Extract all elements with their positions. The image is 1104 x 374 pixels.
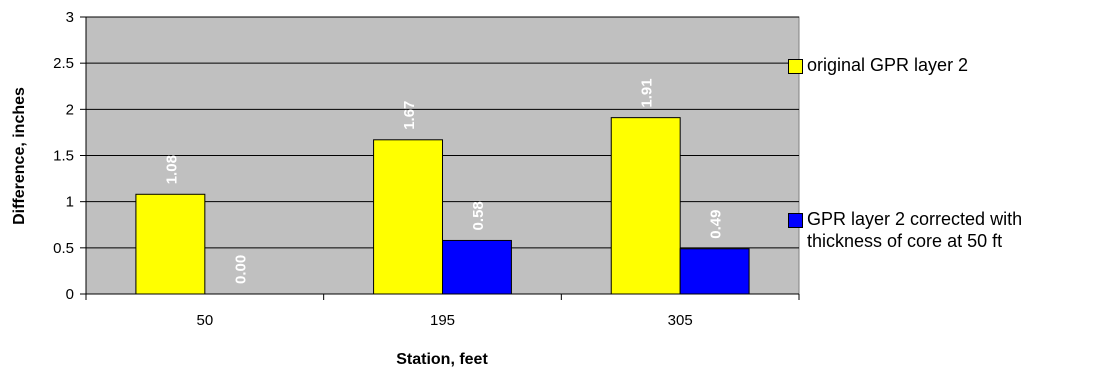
y-tick-label: 2.5 — [53, 55, 74, 72]
x-tick-label: 195 — [430, 312, 455, 329]
data-label: 0.49 — [708, 210, 725, 239]
legend-swatch-original — [788, 59, 803, 74]
bar-corrected-195 — [442, 239, 512, 295]
y-tick-label: 0 — [66, 286, 74, 303]
x-tick-label: 305 — [668, 312, 693, 329]
y-tick-label: 0.5 — [53, 240, 74, 257]
data-label: 1.08 — [163, 155, 180, 184]
legend-swatch-corrected — [788, 213, 803, 228]
x-tick-label: 50 — [196, 312, 213, 329]
data-label: 0.00 — [232, 255, 249, 284]
y-axis-label: Difference, inches — [11, 87, 28, 225]
y-tick-label: 1 — [66, 194, 74, 211]
legend-label-corrected: GPR layer 2 corrected with thickness of … — [807, 209, 1023, 251]
y-tick-label: 3 — [66, 9, 74, 26]
data-label: 1.91 — [639, 78, 656, 107]
legend: original GPR layer 2 GPR layer 2 correct… — [788, 0, 1104, 300]
y-tick-label: 1.5 — [53, 148, 74, 165]
legend-item-original: original GPR layer 2 — [788, 54, 1104, 76]
bar-original-305 — [610, 117, 681, 295]
legend-item-corrected: GPR layer 2 corrected with thickness of … — [788, 208, 1047, 252]
y-tick-label: 2 — [66, 101, 74, 118]
data-label: 0.58 — [470, 201, 487, 230]
bar-original-195 — [373, 139, 443, 295]
data-label: 1.67 — [401, 101, 418, 130]
x-axis-label: Station, feet — [396, 351, 488, 368]
bar-corrected-305 — [679, 248, 750, 295]
legend-label-original: original GPR layer 2 — [807, 55, 969, 75]
bar-original-50 — [135, 193, 206, 295]
